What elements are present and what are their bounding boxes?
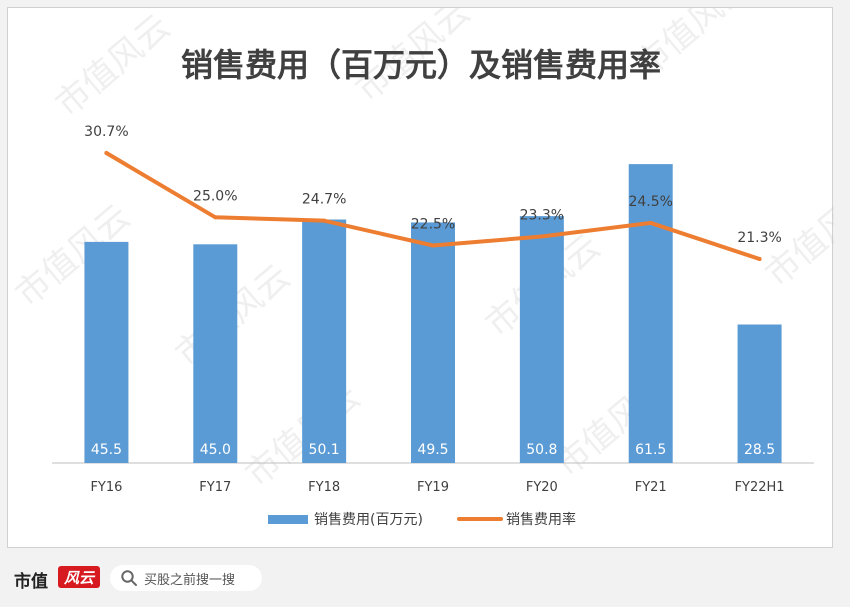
bar-fy17 [193, 244, 238, 463]
search-box[interactable]: 买股之前搜一搜 [110, 565, 262, 591]
x-tick-label: FY18 [308, 480, 340, 495]
bar-fy16 [84, 241, 129, 463]
bar-value-label: 50.1 [309, 442, 340, 458]
chart-title: 销售费用（百万元）及销售费用率 [181, 46, 661, 84]
legend-label-line: 销售费用率 [506, 511, 576, 528]
brand-logo: 风云 [58, 566, 100, 588]
x-tick-label: FY21 [635, 480, 667, 495]
line-layer [104, 151, 762, 262]
bar-value-label: 61.5 [635, 442, 666, 458]
x-tick-label: FY16 [90, 480, 122, 495]
x-tick-label: FY20 [526, 480, 558, 495]
bar-fy18 [302, 219, 347, 463]
footer-bar: 市值 风云 买股之前搜一搜 [0, 550, 850, 607]
rate-value-label: 25.0% [193, 188, 237, 204]
legend-swatch-bar [268, 515, 308, 524]
rate-point [648, 220, 653, 225]
rate-point [757, 257, 762, 262]
chart-frame: 市值风云市值风云市值风云市值风云市值风云市值风云市值风云市值风云市值风云 销售费… [7, 7, 834, 548]
x-tick-label: FY19 [417, 480, 449, 495]
rate-value-label: 21.3% [737, 230, 781, 246]
bar-value-label: 49.5 [417, 442, 448, 458]
legend-label-bar: 销售费用(百万元) [314, 512, 423, 528]
rate-point [431, 243, 435, 248]
rate-value-label: 24.7% [302, 192, 346, 208]
bar-value-label: 28.5 [744, 442, 775, 458]
bar-value-label: 45.5 [91, 442, 122, 458]
search-placeholder: 买股之前搜一搜 [144, 572, 236, 588]
bar-fy19 [411, 222, 455, 463]
labels-layer: 45.5 45.0 50.1 49.5 50.8 61.5 28.5 30.7% 25.0% 24… [84, 124, 782, 458]
bars-layer [84, 164, 782, 464]
watermark-text: 市值风云 [48, 8, 178, 125]
rate-point [539, 234, 544, 239]
rate-value-label: 24.5% [628, 194, 672, 210]
rate-point [213, 215, 218, 220]
bar-value-label: 45.0 [200, 442, 231, 458]
search-icon [121, 570, 137, 586]
rate-value-label: 30.7% [84, 124, 128, 140]
x-tick-label: FY17 [199, 480, 231, 495]
rate-point [322, 218, 327, 223]
bar-fy20 [519, 216, 564, 463]
bar-fy22h1 [737, 324, 782, 463]
brand-name: 市值 [14, 572, 48, 592]
rate-value-label: 23.3% [520, 207, 564, 223]
rate-value-label: 22.5% [411, 216, 455, 232]
legend: 销售费用(百万元) 销售费用率 [268, 511, 576, 528]
x-tick-labels: FY16 FY17 FY18 FY19 FY20 FY21 FY22H1 [90, 480, 784, 495]
x-tick-label: FY22H1 [735, 480, 785, 495]
bar-value-label: 50.8 [526, 442, 557, 458]
bar-fy21 [628, 164, 673, 464]
rate-point [104, 151, 109, 155]
chart-canvas: 市值风云市值风云市值风云市值风云市值风云市值风云市值风云市值风云市值风云 销售费… [8, 8, 834, 528]
